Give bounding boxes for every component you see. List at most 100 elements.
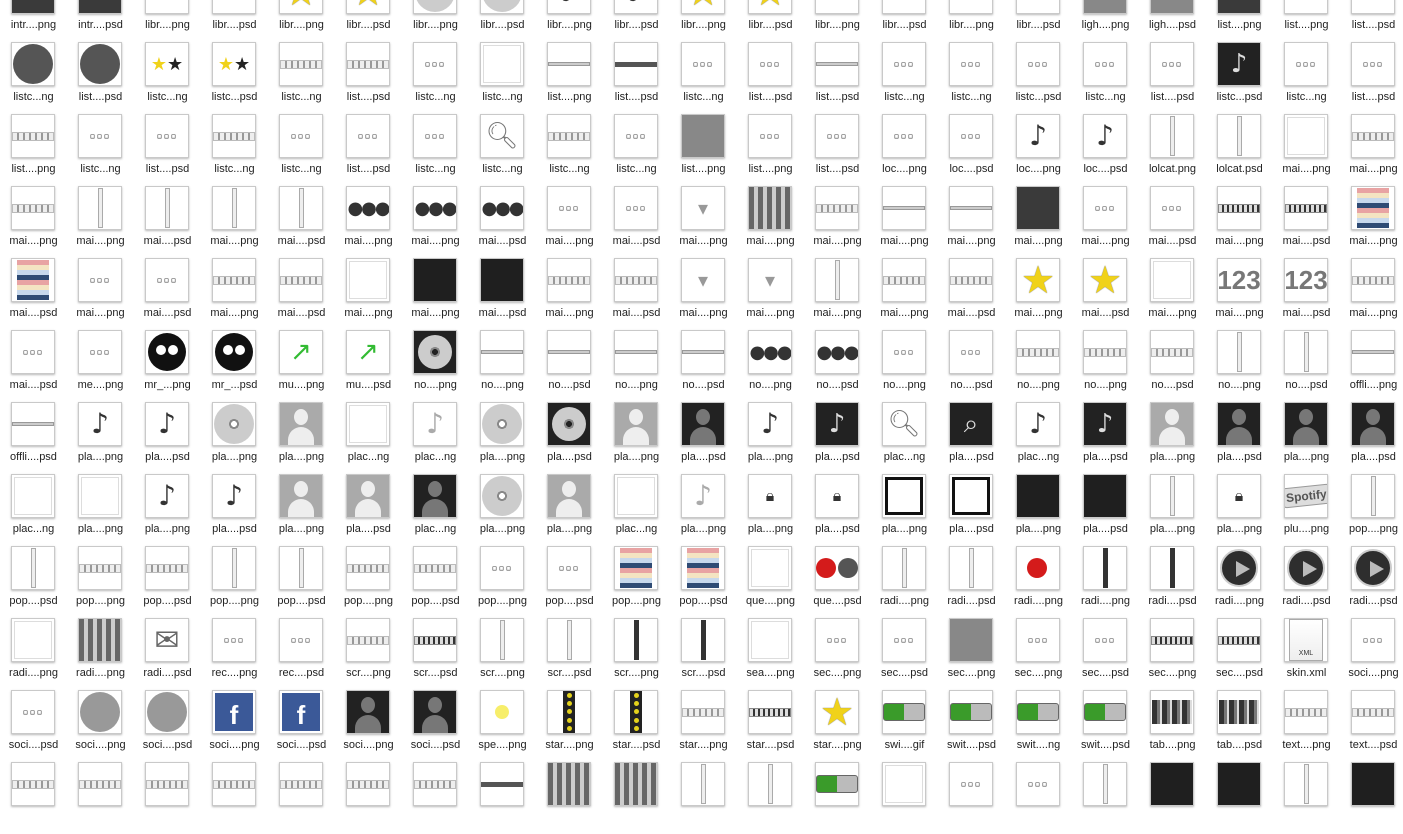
file-thumbnail[interactable] — [547, 474, 591, 518]
file-item[interactable]: pla....png — [871, 474, 938, 546]
file-thumbnail[interactable] — [346, 618, 390, 662]
file-thumbnail[interactable] — [1351, 690, 1395, 734]
file-item[interactable]: ▫▫▫ listc...ng — [603, 114, 670, 186]
file-item[interactable]: Spotify plu....png — [1273, 474, 1340, 546]
file-item[interactable]: ★ star....png — [804, 690, 871, 762]
file-item[interactable]: no....psd — [536, 330, 603, 402]
file-item[interactable]: list....psd — [603, 42, 670, 114]
file-thumbnail[interactable]: ●●● — [815, 330, 859, 374]
file-thumbnail[interactable] — [1217, 618, 1261, 662]
file-thumbnail[interactable]: ▫▫▫ — [882, 330, 926, 374]
file-item[interactable]: ●●● no....psd — [804, 330, 871, 402]
file-item[interactable]: ▫▫▫ sec....png — [804, 618, 871, 690]
file-item[interactable]: plac...ng — [335, 402, 402, 474]
file-item[interactable]: ★ libr....psd — [737, 0, 804, 42]
file-thumbnail[interactable]: ▫▫▫ — [1016, 42, 1060, 86]
file-thumbnail[interactable]: ▫▫▫ — [480, 546, 524, 590]
file-thumbnail[interactable] — [1351, 402, 1395, 446]
file-item[interactable]: ▾ mai....png — [737, 258, 804, 330]
file-thumbnail[interactable]: ▫▫▫ — [748, 114, 792, 158]
file-item[interactable]: radi....psd — [1273, 546, 1340, 618]
file-thumbnail[interactable] — [1150, 0, 1194, 14]
file-item[interactable]: ▫▫▫ mai....png — [536, 186, 603, 258]
file-item[interactable]: sec....png — [938, 618, 1005, 690]
file-item[interactable]: ▫▫▫ loc....png — [871, 114, 938, 186]
file-thumbnail[interactable] — [279, 474, 323, 518]
file-item[interactable]: ♪ plac...ng — [402, 402, 469, 474]
file-thumbnail[interactable] — [748, 690, 792, 734]
file-thumbnail[interactable]: ▫▫▫ — [1083, 42, 1127, 86]
file-thumbnail[interactable]: ▫▫▫ — [78, 258, 122, 302]
file-thumbnail[interactable] — [614, 618, 658, 662]
file-thumbnail[interactable] — [279, 186, 323, 230]
file-thumbnail[interactable]: ♪ — [815, 402, 859, 446]
file-thumbnail[interactable] — [145, 690, 189, 734]
file-item[interactable]: libr....psd — [469, 0, 536, 42]
file-item[interactable]: pla....png — [1139, 474, 1206, 546]
file-thumbnail[interactable] — [614, 690, 658, 734]
file-item[interactable]: ▫▫▫ listc...psd — [1005, 42, 1072, 114]
file-thumbnail[interactable] — [145, 0, 189, 14]
file-thumbnail[interactable] — [815, 0, 859, 14]
file-thumbnail[interactable] — [1016, 546, 1060, 590]
file-thumbnail[interactable] — [1083, 546, 1127, 590]
file-thumbnail[interactable] — [413, 330, 457, 374]
file-item-partial[interactable] — [469, 762, 536, 834]
file-thumbnail[interactable]: ▫▫▫ — [1083, 618, 1127, 662]
file-item[interactable]: scr....png — [603, 618, 670, 690]
file-item-partial[interactable] — [201, 762, 268, 834]
file-item[interactable]: 🔍︎ listc...ng — [469, 114, 536, 186]
file-item[interactable]: no....png — [603, 330, 670, 402]
file-item[interactable]: mr_...png — [134, 330, 201, 402]
file-thumbnail[interactable] — [212, 258, 256, 302]
file-thumbnail[interactable]: ▫▫▫ — [614, 186, 658, 230]
file-thumbnail[interactable] — [614, 474, 658, 518]
file-thumbnail[interactable]: ↗ — [279, 330, 323, 374]
file-item[interactable]: libr....png — [402, 0, 469, 42]
file-thumbnail[interactable] — [547, 114, 591, 158]
file-item[interactable]: intr....png — [0, 0, 67, 42]
file-thumbnail[interactable] — [815, 42, 859, 86]
file-thumbnail[interactable] — [1083, 690, 1127, 734]
file-thumbnail[interactable]: 123 — [1217, 258, 1261, 302]
file-thumbnail[interactable] — [145, 186, 189, 230]
file-item[interactable]: pla....png — [67, 474, 134, 546]
file-thumbnail[interactable] — [882, 546, 926, 590]
file-thumbnail[interactable] — [480, 330, 524, 374]
file-thumbnail[interactable] — [1150, 474, 1194, 518]
file-item[interactable]: mai....png — [1340, 186, 1403, 258]
file-item[interactable]: no....png — [1072, 330, 1139, 402]
file-thumbnail[interactable]: ▫▫▫ — [1351, 618, 1395, 662]
file-item[interactable]: offli....psd — [0, 402, 67, 474]
file-thumbnail[interactable]: ★ — [815, 690, 859, 734]
file-thumbnail[interactable] — [346, 690, 390, 734]
file-item-partial[interactable] — [402, 762, 469, 834]
file-item[interactable]: listc...ng — [201, 114, 268, 186]
file-thumbnail[interactable] — [1351, 546, 1395, 590]
file-item[interactable]: ▫▫▫ listc...ng — [1072, 42, 1139, 114]
file-item[interactable]: star....png — [670, 690, 737, 762]
file-thumbnail[interactable]: ▫▫▫ — [815, 114, 859, 158]
file-thumbnail[interactable] — [681, 546, 725, 590]
file-thumbnail[interactable] — [949, 618, 993, 662]
file-item[interactable]: que....psd — [804, 546, 871, 618]
file-item[interactable]: star....png — [536, 690, 603, 762]
file-item[interactable]: XML skin.xml — [1273, 618, 1340, 690]
file-thumbnail[interactable] — [1150, 762, 1194, 806]
file-thumbnail[interactable] — [11, 618, 55, 662]
file-thumbnail[interactable] — [279, 402, 323, 446]
file-item[interactable]: pla....psd — [1072, 474, 1139, 546]
file-thumbnail[interactable] — [614, 330, 658, 374]
file-thumbnail[interactable]: ▫▫▫ — [681, 42, 725, 86]
file-item[interactable]: ▫▫▫ no....psd — [938, 330, 1005, 402]
file-thumbnail[interactable] — [1351, 474, 1395, 518]
file-thumbnail[interactable] — [78, 186, 122, 230]
file-thumbnail[interactable] — [949, 186, 993, 230]
file-item[interactable]: mai....png — [1340, 114, 1403, 186]
file-item[interactable]: text....psd — [1340, 690, 1403, 762]
file-thumbnail[interactable] — [1217, 690, 1261, 734]
file-item-partial[interactable] — [536, 762, 603, 834]
file-item[interactable]: ligh....png — [1072, 0, 1139, 42]
file-thumbnail[interactable] — [547, 762, 591, 806]
file-item[interactable]: ▫▫▫ pop....psd — [536, 546, 603, 618]
